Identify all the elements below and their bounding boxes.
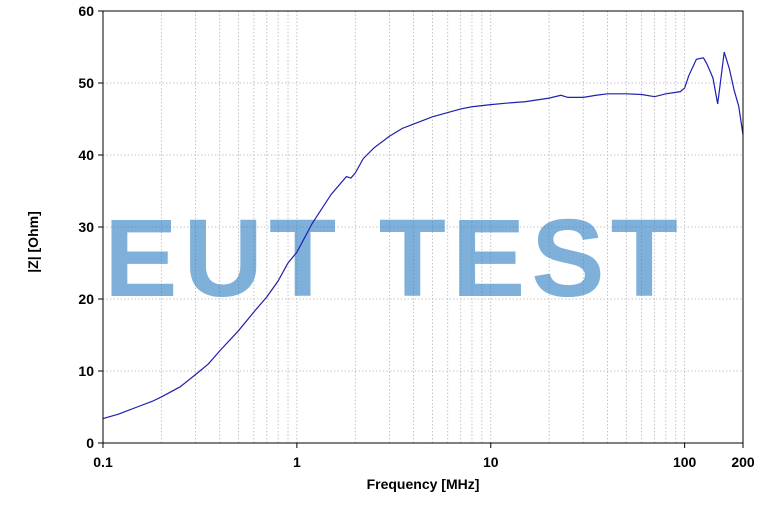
watermark: EUT TEST (104, 197, 684, 320)
x-axis-ticks: 0.1 1 10 100 200 (93, 443, 755, 470)
x-tick-label: 100 (673, 454, 697, 470)
x-tick-label: 0.1 (93, 454, 113, 470)
y-tick-label: 50 (78, 75, 94, 91)
x-tick-label: 10 (483, 454, 499, 470)
y-axis-label: |Z| [Ohm] (25, 211, 41, 273)
y-tick-label: 40 (78, 147, 94, 163)
y-tick-label: 20 (78, 291, 94, 307)
y-axis-ticks: 0 10 20 30 40 50 60 (78, 3, 103, 451)
y-tick-label: 30 (78, 219, 94, 235)
y-tick-label: 60 (78, 3, 94, 19)
series-line (102, 51, 744, 420)
y-tick-label: 10 (78, 363, 94, 379)
y-tick-label: 0 (86, 435, 94, 451)
x-tick-label: 200 (731, 454, 755, 470)
x-tick-label: 1 (293, 454, 301, 470)
x-axis-label: Frequency [MHz] (367, 476, 480, 492)
grid (103, 11, 743, 443)
